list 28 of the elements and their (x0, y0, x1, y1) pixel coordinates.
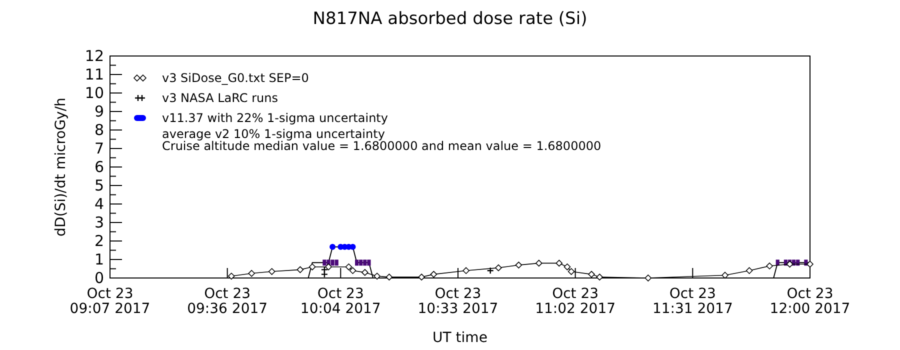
x-tick-label: Oct 23 09:07 2017 (70, 286, 150, 317)
legend-label: v3 NASA LaRC runs (162, 91, 278, 105)
x-tick-label: Oct 23 10:04 2017 (300, 286, 381, 317)
y-tick-label: 0 (94, 269, 104, 287)
y-tick-label: 5 (94, 176, 104, 194)
legend-label: v11.37 with 22% 1-sigma uncertainty (162, 111, 388, 125)
y-axis-title: dD(Si)/dt microGy/h (53, 98, 69, 236)
x-tick-label: Oct 23 12:00 2017 (770, 286, 850, 317)
y-tick-label: 2 (94, 232, 104, 250)
y-tick-label: 12 (84, 47, 104, 65)
annotation: average v2 10% 1-sigma uncertainty (162, 127, 385, 141)
chart-title: N817NA absorbed dose rate (Si) (312, 9, 588, 29)
y-tick-label: 7 (94, 140, 104, 158)
x-axis-title: UT time (432, 330, 488, 346)
y-tick-label: 4 (94, 195, 104, 213)
y-tick-label: 3 (94, 214, 104, 232)
x-tick-label: Oct 23 11:02 2017 (535, 286, 616, 317)
y-tick-label: 10 (84, 84, 104, 102)
legend-label: v3 SiDose_G0.txt SEP=0 (162, 71, 309, 85)
annotation: Cruise altitude median value = 1.6800000 and mean value = 1.6800000 (162, 139, 602, 153)
x-tick-label: Oct 23 11:31 2017 (652, 286, 733, 317)
y-tick-label: 9 (94, 102, 104, 120)
y-tick-label: 8 (94, 121, 104, 139)
y-tick-label: 6 (94, 158, 104, 176)
x-tick-label: Oct 23 10:33 2017 (418, 286, 498, 317)
y-tick-label: 11 (84, 66, 104, 84)
y-tick-label: 1 (94, 250, 104, 268)
x-tick-label: Oct 23 09:36 2017 (187, 286, 268, 317)
